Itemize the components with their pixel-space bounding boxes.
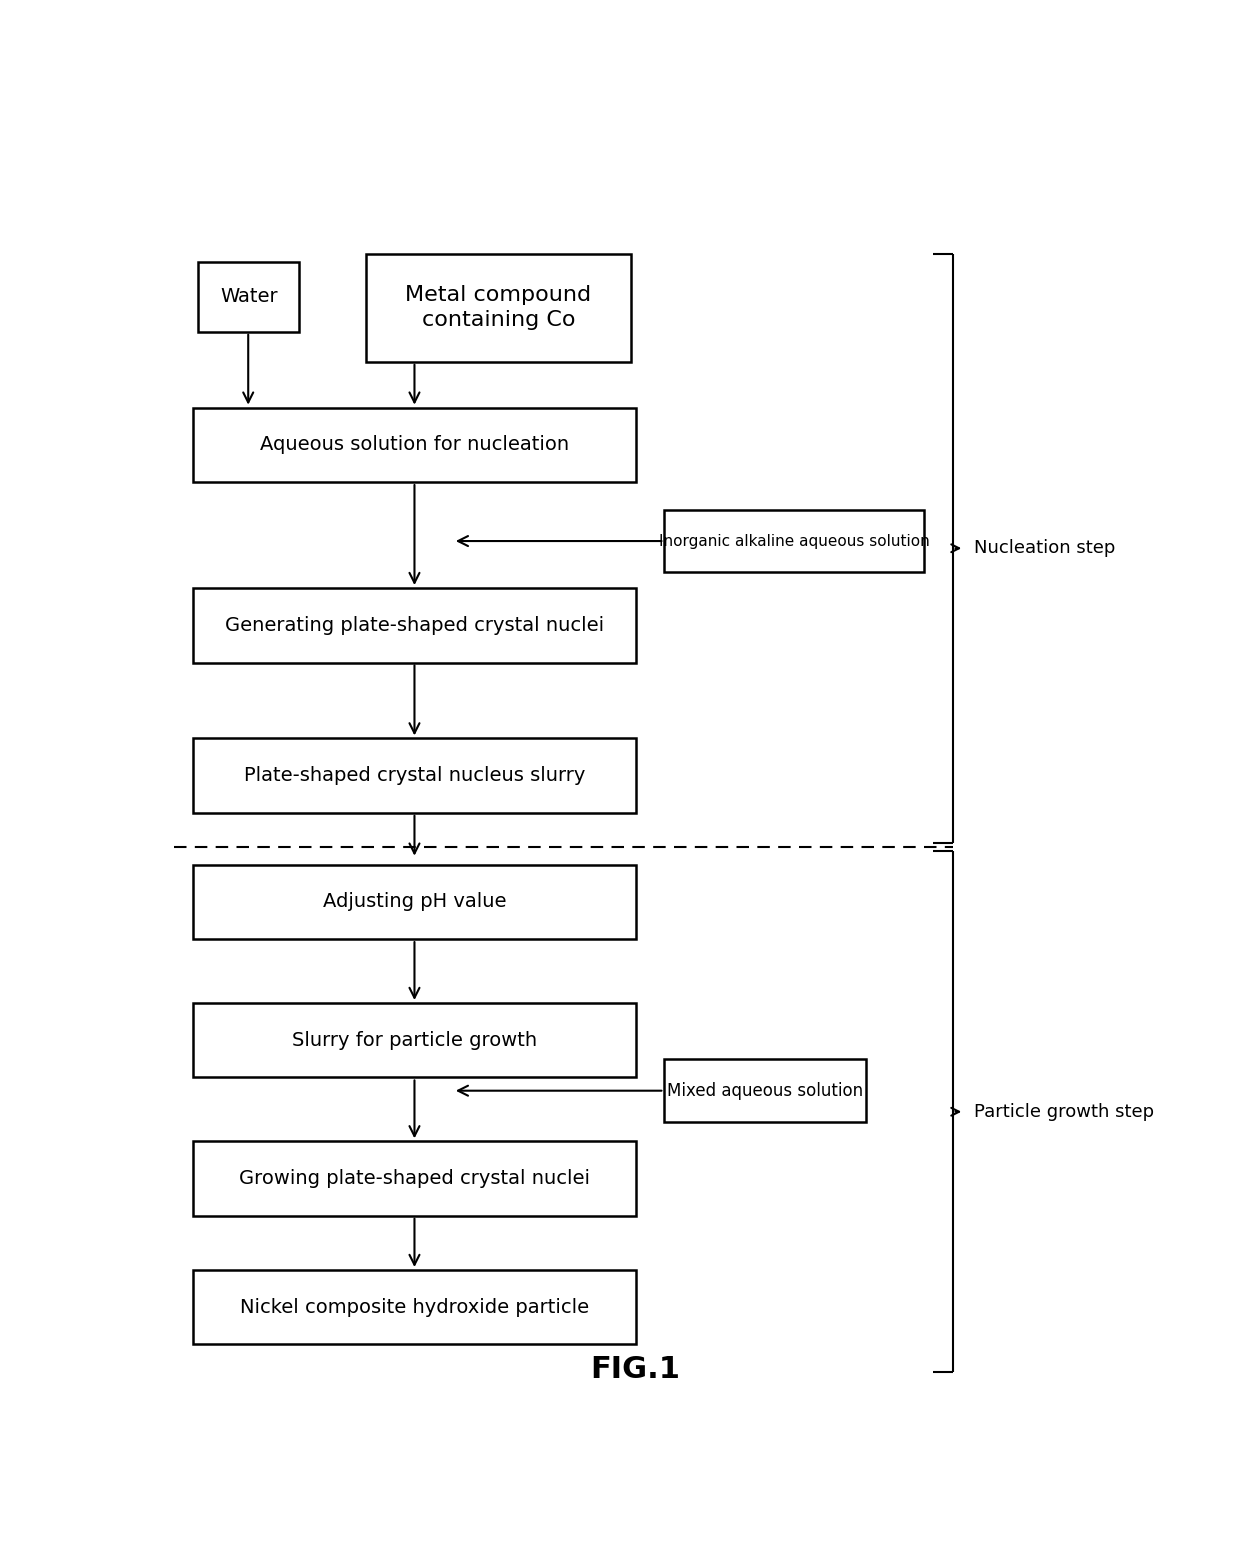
Text: Nickel composite hydroxide particle: Nickel composite hydroxide particle [239, 1298, 589, 1317]
Text: Inorganic alkaline aqueous solution: Inorganic alkaline aqueous solution [658, 534, 930, 548]
Text: Generating plate-shaped crystal nuclei: Generating plate-shaped crystal nuclei [224, 615, 604, 634]
Text: FIG.1: FIG.1 [590, 1356, 681, 1384]
Bar [198, 262, 299, 331]
Bar [193, 587, 635, 662]
Text: Growing plate-shaped crystal nuclei: Growing plate-shaped crystal nuclei [239, 1168, 590, 1189]
Text: Aqueous solution for nucleation: Aqueous solution for nucleation [260, 436, 569, 455]
Text: Plate-shaped crystal nucleus slurry: Plate-shaped crystal nucleus slurry [244, 765, 585, 786]
Bar [193, 408, 635, 483]
Text: Adjusting pH value: Adjusting pH value [322, 892, 506, 911]
Bar [367, 253, 631, 362]
Text: Mixed aqueous solution: Mixed aqueous solution [667, 1082, 863, 1100]
Bar [193, 739, 635, 812]
Text: Nucleation step: Nucleation step [973, 539, 1115, 558]
Bar [193, 1270, 635, 1345]
Bar [665, 509, 924, 572]
Bar [193, 1003, 635, 1078]
Text: Water: Water [219, 287, 278, 306]
Text: Slurry for particle growth: Slurry for particle growth [291, 1031, 537, 1050]
Text: Metal compound
containing Co: Metal compound containing Co [405, 286, 591, 330]
Bar [193, 865, 635, 939]
Bar [665, 1059, 866, 1122]
Text: Particle growth step: Particle growth step [973, 1103, 1154, 1122]
Bar [193, 1142, 635, 1215]
